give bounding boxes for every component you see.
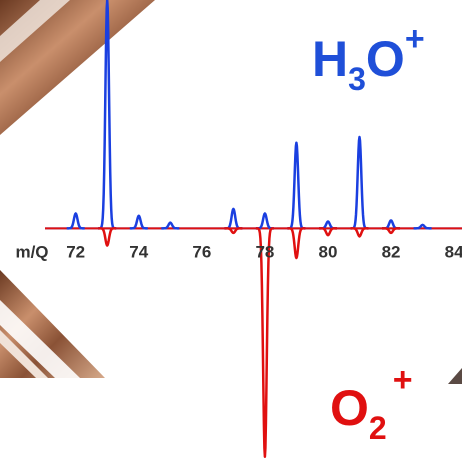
peak — [224, 209, 242, 229]
x-tick-label: 84 — [445, 242, 462, 261]
peak — [130, 216, 148, 229]
x-tick-label: 78 — [255, 242, 274, 261]
label-sup: + — [405, 20, 425, 58]
peak — [287, 143, 305, 229]
peak — [98, 228, 116, 245]
x-tick-label: 82 — [382, 242, 401, 261]
peak — [256, 214, 274, 229]
x-tick-label: 76 — [192, 242, 211, 261]
label-sub: 2 — [369, 410, 387, 446]
label-sub: 3 — [348, 61, 366, 97]
x-tick-label: 74 — [129, 242, 148, 261]
label-sup: + — [393, 361, 413, 399]
peak — [319, 228, 337, 235]
label-part: O — [330, 380, 369, 436]
series-label: O2+ — [330, 361, 413, 446]
peak — [287, 228, 305, 258]
x-tick-label: 72 — [66, 242, 85, 261]
series-label: H3O+ — [312, 20, 425, 97]
peak — [351, 228, 369, 236]
label-part: O — [366, 31, 405, 87]
page: {"chart_data": {"type": "spectrum", "x_l… — [0, 0, 462, 459]
x-axis-label: m/Q — [15, 242, 48, 261]
chart: m/Q H3O+ O2+ 72747678808284 — [0, 0, 462, 459]
x-tick-label: 80 — [319, 242, 338, 261]
peak — [67, 214, 85, 229]
peak — [256, 228, 274, 456]
label-part: H — [312, 31, 348, 87]
peak — [351, 137, 369, 228]
